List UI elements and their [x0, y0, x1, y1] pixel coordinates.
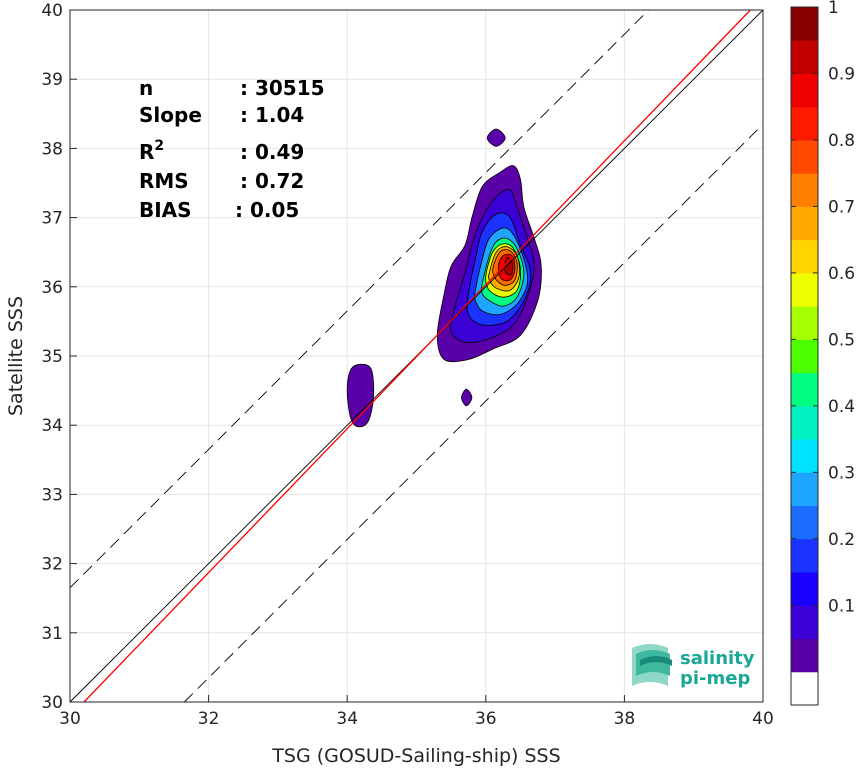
y-tick-label: 40	[41, 1, 63, 21]
colorbar-segment	[791, 40, 818, 74]
stat-value-rms: : 0.72	[240, 169, 304, 193]
colorbar-frame	[790, 6, 819, 706]
colorbar-segment	[791, 638, 818, 673]
contour-plot	[346, 128, 542, 428]
contour-level-0.05	[346, 363, 375, 428]
upper-bound-dashed-line	[69, 9, 649, 589]
colorbar-tick-label: 0.9	[828, 64, 855, 84]
colorbar-segment	[791, 572, 818, 606]
x-tick-label: 40	[752, 709, 774, 729]
colorbar-tick-label: 0.3	[828, 463, 855, 483]
y-tick-label: 34	[41, 416, 63, 436]
stat-label-rms: RMS	[139, 169, 189, 193]
colorbar-tick-label: 1	[828, 0, 839, 18]
colorbar-segment	[791, 372, 818, 407]
colorbar-segment	[791, 472, 818, 507]
x-axis-label: TSG (GOSUD-Sailing-ship) SSS	[271, 745, 560, 767]
stat-label-bias: BIAS	[139, 198, 192, 222]
colorbar-segment	[791, 306, 818, 340]
colorbar-tick-label: 0.5	[828, 330, 855, 350]
reference-lines	[69, 9, 764, 703]
stat-value-bias: : 0.05	[235, 198, 299, 222]
colorbar-segment	[791, 405, 818, 440]
colorbar-segment	[791, 272, 818, 307]
colorbar-segment	[791, 7, 818, 41]
stat-label-slope: Slope	[139, 103, 202, 127]
colorbar-segment	[791, 206, 818, 241]
colorbar-segment	[791, 173, 818, 207]
colorbar: 0.1 0.2 0.3 0.4 0.5 0.6 0.7 0.8 0.9 1	[790, 0, 855, 706]
x-tick-label: 30	[59, 709, 81, 729]
contour-level-0.05	[461, 388, 473, 407]
stat-label-r: R2	[139, 138, 164, 164]
x-tick-label: 32	[198, 709, 220, 729]
y-tick-label: 35	[41, 347, 63, 367]
y-tick-label: 32	[41, 555, 63, 575]
logo-text-pi-mep: pi-mep	[680, 668, 750, 689]
colorbar-segment	[791, 73, 818, 108]
logo-text-salinity: salinity	[680, 648, 755, 669]
colorbar-segment	[791, 439, 818, 473]
colorbar-segment	[791, 239, 818, 274]
colorbar-segment	[791, 505, 818, 540]
colorbar-segment	[791, 106, 818, 141]
colorbar-tick-label: 0.7	[828, 197, 855, 217]
contour-level-0.05	[486, 128, 506, 147]
x-axis-ticks: 30 32 34 36 38 40	[59, 695, 774, 729]
y-tick-label: 30	[41, 693, 63, 713]
y-tick-label: 38	[41, 139, 63, 159]
colorbar-segment	[791, 605, 818, 640]
colorbar-tick-label: 0.6	[828, 264, 855, 284]
stat-label-n: n	[139, 76, 153, 100]
y-axis-ticks: 30 31 32 33 34 35 36 37 38 39 40	[41, 1, 77, 713]
colorbar-segment	[791, 538, 818, 573]
logo-wave-icon	[632, 644, 672, 686]
x-tick-label: 34	[336, 709, 358, 729]
y-axis-label: Satellite SSS	[5, 296, 27, 416]
stat-value-n: : 30515	[240, 76, 325, 100]
colorbar-tick-label: 0.8	[828, 131, 855, 151]
y-tick-label: 39	[41, 70, 63, 90]
salinity-pi-mep-logo: salinity pi-mep	[632, 644, 755, 689]
colorbar-segment	[791, 139, 818, 174]
y-tick-label: 33	[41, 485, 63, 505]
y-tick-label: 31	[41, 624, 63, 644]
colorbar-tick-label: 0.1	[828, 596, 855, 616]
colorbar-segment	[791, 339, 818, 374]
x-tick-label: 38	[614, 709, 636, 729]
colorbar-tick-label: 0.4	[828, 397, 855, 417]
y-tick-label: 37	[41, 209, 63, 229]
stat-value-r: : 0.49	[240, 140, 304, 164]
stats-box: n : 30515 Slope : 1.04 R2 : 0.49 RMS : 0.72 BIAS…	[139, 76, 325, 222]
colorbar-tick-label: 0.2	[828, 530, 855, 550]
lower-bound-dashed-line	[184, 123, 764, 703]
regression-line	[83, 9, 751, 703]
stat-value-slope: : 1.04	[240, 103, 304, 127]
colorbar-segment	[791, 671, 818, 706]
x-tick-label: 36	[475, 709, 497, 729]
y-tick-label: 36	[41, 278, 63, 298]
